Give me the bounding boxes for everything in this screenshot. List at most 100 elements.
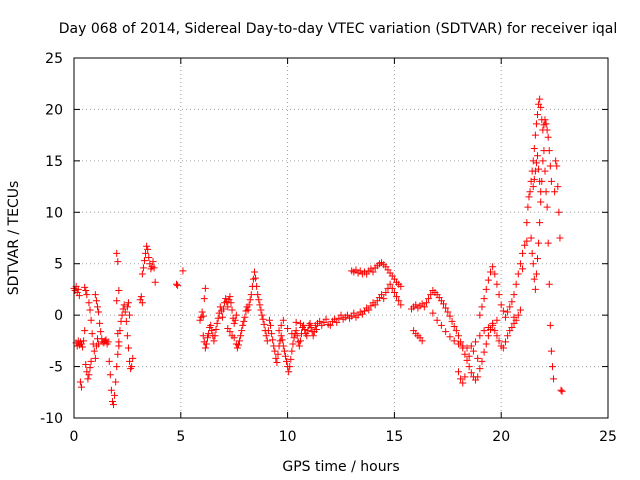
data-point: [425, 295, 433, 303]
data-point: [239, 321, 247, 329]
data-point: [138, 270, 146, 278]
data-point: [257, 306, 265, 314]
data-point: [115, 342, 123, 350]
data-point: [378, 291, 386, 299]
data-point: [137, 293, 145, 301]
data-point: [121, 308, 129, 316]
data-point: [228, 306, 236, 314]
data-point: [222, 295, 230, 303]
data-point: [514, 311, 522, 319]
data-point: [278, 336, 286, 344]
data-point: [288, 330, 296, 338]
data-point: [484, 332, 492, 340]
data-point: [91, 354, 99, 362]
data-point: [461, 373, 469, 381]
data-point: [145, 254, 153, 262]
data-point: [230, 319, 238, 327]
data-point: [442, 328, 450, 336]
data-point: [106, 371, 114, 379]
data-point: [277, 332, 285, 340]
data-point: [463, 344, 471, 352]
data-point: [139, 264, 147, 272]
data-point: [542, 120, 550, 128]
data-point: [74, 285, 82, 293]
data-point: [444, 308, 452, 316]
data-point: [246, 296, 254, 304]
data-point: [558, 387, 566, 395]
data-point: [211, 332, 219, 340]
data-point: [208, 327, 216, 335]
data-point: [220, 305, 228, 313]
data-point: [537, 188, 545, 196]
data-point: [508, 323, 516, 331]
plot-frame: [73, 57, 609, 419]
y-tick-label: 25: [45, 51, 63, 67]
data-point: [95, 340, 103, 348]
data-point: [497, 301, 505, 309]
data-point: [201, 344, 209, 352]
x-tick-label: 20: [492, 429, 510, 445]
data-point: [467, 369, 475, 377]
data-point: [284, 325, 292, 333]
data-point: [115, 286, 123, 294]
data-point: [268, 330, 276, 338]
data-point: [263, 337, 271, 345]
y-axis-label: SDTVAR / TECUs: [6, 181, 22, 296]
data-point: [491, 327, 499, 335]
data-points: [70, 95, 566, 409]
data-point: [279, 342, 287, 350]
data-point: [540, 147, 548, 155]
data-point: [380, 295, 388, 303]
data-point: [536, 219, 544, 227]
data-point: [267, 321, 275, 329]
data-point: [499, 307, 507, 315]
data-point: [514, 270, 522, 278]
data-point: [390, 289, 398, 297]
data-point: [546, 321, 554, 329]
data-point: [532, 120, 540, 128]
data-point: [532, 159, 540, 167]
data-point: [554, 183, 562, 191]
data-point: [129, 354, 137, 362]
data-point: [143, 242, 151, 250]
data-point: [523, 219, 531, 227]
data-point: [254, 291, 262, 299]
data-point: [476, 365, 484, 373]
data-point: [484, 276, 492, 284]
data-point: [287, 355, 295, 363]
data-point: [108, 398, 116, 406]
data-point: [506, 303, 514, 311]
data-point: [93, 303, 101, 311]
data-point: [138, 299, 146, 307]
data-point: [113, 363, 121, 371]
data-point: [264, 327, 272, 335]
data-point: [531, 285, 539, 293]
data-point: [75, 292, 83, 300]
data-point: [255, 296, 263, 304]
data-point: [81, 283, 89, 291]
data-point: [535, 165, 543, 173]
data-point: [205, 330, 213, 338]
data-point: [293, 332, 301, 340]
data-point: [536, 177, 544, 185]
data-point: [114, 330, 122, 338]
data-point: [204, 334, 211, 342]
data-point: [427, 291, 435, 299]
data-point: [252, 274, 260, 282]
data-point: [126, 311, 134, 319]
data-point: [124, 299, 132, 307]
data-point: [277, 321, 285, 329]
data-point: [386, 280, 394, 288]
data-point: [480, 348, 488, 356]
data-point: [92, 297, 100, 305]
data-point: [273, 358, 281, 366]
data-point: [529, 260, 537, 268]
y-tick-label: 0: [54, 308, 63, 324]
data-point: [271, 347, 279, 355]
data-point: [526, 188, 534, 196]
data-point: [553, 162, 561, 170]
chart-title: Day 068 of 2014, Sidereal Day-to-day VTE…: [59, 21, 617, 37]
data-point: [90, 347, 98, 355]
data-point: [83, 291, 91, 299]
data-point: [543, 126, 551, 134]
